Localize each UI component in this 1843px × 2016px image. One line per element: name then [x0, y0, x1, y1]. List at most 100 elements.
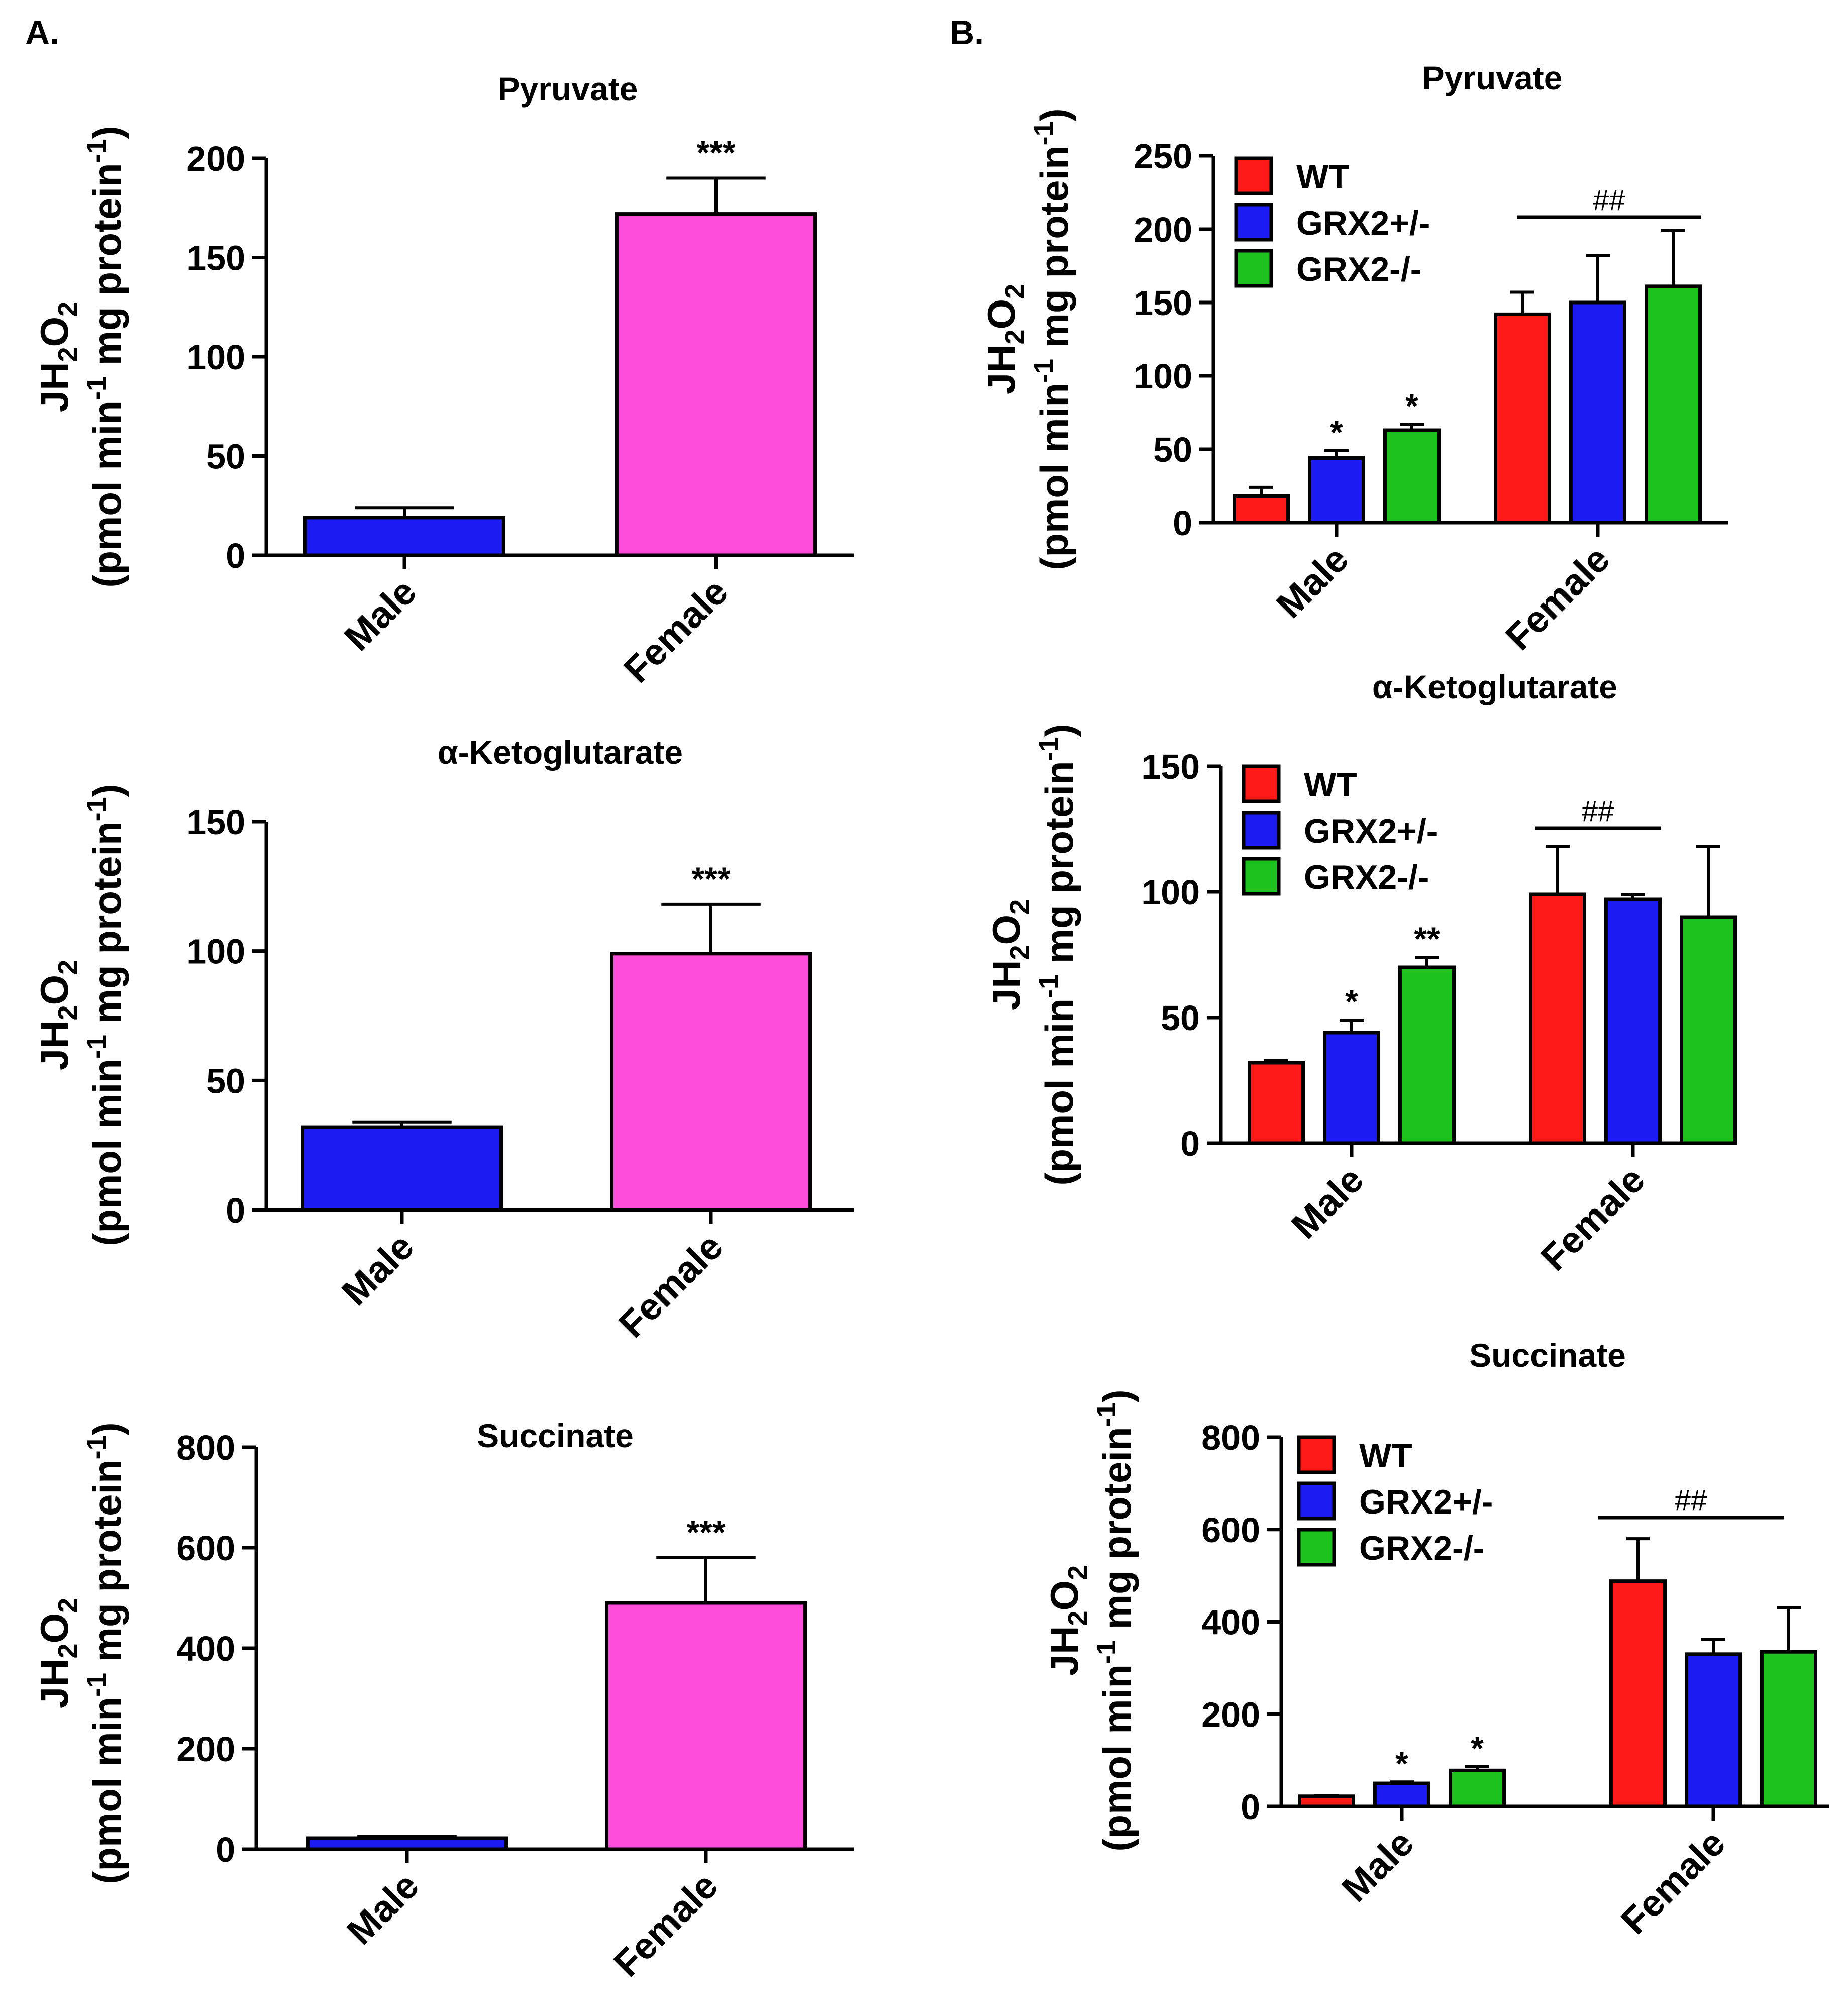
- chart-B-succinate-ylabel-mg: mg protein: [1095, 1427, 1139, 1640]
- panel-label-a: A.: [25, 14, 59, 52]
- chart-A-pyruvate-xlabel-female: Female: [616, 571, 736, 691]
- chart-B-akg-ytick-label-3: 150: [1141, 747, 1200, 786]
- chart-A-akg-sig-0: ***: [691, 860, 730, 897]
- chart-B-succinate-title: Succinate: [1469, 1337, 1626, 1374]
- chart-B-pyruvate-legend-swatch-0: [1234, 156, 1273, 195]
- chart-B-akg-xlabel-female: Female: [1532, 1159, 1653, 1279]
- chart-B-pyruvate-ylabel-line1: JH2O2: [979, 284, 1030, 394]
- chart-A-pyruvate-title: Pyruvate: [498, 70, 638, 108]
- chart-B-pyruvate-bar-female-1: [1569, 300, 1626, 525]
- chart-A-succinate-ytick-label-3: 600: [176, 1529, 235, 1568]
- chart-A-akg-ylabel-o: O: [32, 975, 76, 1005]
- chart-A-akg-xlabel-female: Female: [610, 1226, 731, 1346]
- chart-B-succinate-ytick-label-2: 400: [1201, 1603, 1260, 1642]
- chart-A-akg-ytick-label-1: 50: [206, 1061, 245, 1100]
- chart-A-succinate-ylabel-o: O: [32, 1613, 76, 1644]
- chart-A-akg-xlabel-male: Male: [334, 1226, 422, 1314]
- chart-B-akg-title: α-Ketoglutarate: [1372, 668, 1617, 705]
- chart-B-succinate-legend-label-0: WT: [1359, 1437, 1412, 1475]
- chart-A-pyruvate-ytick-label-2: 100: [186, 338, 245, 377]
- chart-B-akg-bar-male-0: [1248, 1061, 1305, 1145]
- chart-B-pyruvate-ytick-label-0: 0: [1173, 503, 1192, 543]
- chart-A-akg-ylabel-sub1: 2: [53, 1005, 83, 1020]
- chart-B-succinate-ytick-label-4: 800: [1201, 1418, 1260, 1457]
- chart-B-akg-ylabel-close: ): [1037, 724, 1081, 737]
- chart-B-akg-legend-swatch-0: [1242, 764, 1281, 803]
- chart-B-pyruvate-ylabel-sup2: -1: [1029, 121, 1059, 145]
- chart-B-pyruvate-legend-label-1: GRX2+/-: [1296, 204, 1430, 242]
- chart-B-akg-bar-female-2: [1680, 915, 1737, 1145]
- chart-A-akg-ylabel-sup2: -1: [81, 797, 112, 821]
- chart-B-akg-sig-1: **: [1414, 920, 1440, 957]
- chart-A-pyruvate-xlabel-male: Male: [336, 571, 424, 659]
- chart-A-succinate-bar-male: [306, 1836, 508, 1851]
- chart-B-succinate-sig-1: *: [1471, 1730, 1484, 1767]
- chart-B-succinate-bar-female-0: [1609, 1579, 1667, 1808]
- chart-A-akg-ylabel-sup1: -1: [81, 1035, 112, 1059]
- chart-B-succinate-ylabel-pmol: (pmol min: [1095, 1664, 1139, 1852]
- chart-B-succinate-bar-female-2: [1760, 1650, 1817, 1808]
- chart-B-pyruvate-legend-label-0: WT: [1296, 158, 1350, 196]
- chart-A-akg-ytick-label-3: 150: [186, 802, 245, 842]
- chart-B-pyruvate-sig-1: *: [1405, 387, 1418, 424]
- chart-B-akg-ytick-label-0: 0: [1180, 1124, 1200, 1163]
- chart-A-pyruvate-ytick-label-4: 200: [186, 139, 245, 178]
- chart-B-succinate-legend-swatch-0: [1297, 1435, 1336, 1474]
- chart-B-pyruvate-bar-male-2: [1383, 428, 1441, 525]
- chart-B-pyruvate-xlabel-female: Female: [1497, 538, 1617, 658]
- chart-B-akg-ytick-label-1: 50: [1161, 998, 1200, 1038]
- chart-B-akg-ylabel-sup2: -1: [1034, 737, 1064, 761]
- chart-B-succinate-ylabel-sub2: 2: [1063, 1565, 1093, 1580]
- chart-B-akg-bar-female-1: [1604, 897, 1662, 1145]
- chart-B-pyruvate-ytick-label-2: 100: [1134, 357, 1192, 396]
- chart-A-succinate-ylabel-pmol: (pmol min: [85, 1697, 129, 1884]
- chart-A-akg-bar-male: [301, 1125, 503, 1212]
- chart-A-pyruvate-ylabel-sub1: 2: [53, 347, 83, 362]
- chart-B-akg-ylabel-jh: JH: [984, 960, 1029, 1011]
- chart-A-pyruvate-ylabel-jh: JH: [32, 362, 76, 413]
- chart-A-akg-ylabel-pmol: (pmol min: [85, 1059, 129, 1246]
- chart-B-akg-sig-0: *: [1345, 983, 1358, 1020]
- chart-A-succinate-ylabel-line1: JH2O2: [32, 1598, 83, 1708]
- chart-B-pyruvate-ylabel-mg: mg protein: [1032, 145, 1076, 359]
- chart-A-pyruvate-ylabel-sub2: 2: [53, 301, 83, 317]
- chart-B-succinate-bracket-label: ##: [1675, 1484, 1707, 1517]
- chart-B-pyruvate-ylabel-line2: (pmol min-1 mg protein-1): [1029, 108, 1076, 570]
- chart-B-pyruvate-bar-male-1: [1308, 456, 1365, 525]
- chart-A-succinate-ytick-label-4: 800: [176, 1428, 235, 1467]
- chart-A-akg-ylabel-jh: JH: [32, 1021, 76, 1071]
- chart-B-pyruvate-ylabel-jh: JH: [979, 345, 1023, 395]
- chart-B-akg-bar-male-2: [1398, 965, 1456, 1145]
- chart-A-akg-ytick-label-2: 100: [186, 932, 245, 971]
- chart-B-pyruvate-ytick-label-4: 200: [1134, 210, 1192, 249]
- chart-A-pyruvate-ytick-label-0: 0: [226, 536, 245, 575]
- chart-A-akg-bar-female: [610, 952, 812, 1212]
- chart-B-pyruvate-ytick-label-1: 50: [1153, 430, 1192, 469]
- chart-A-succinate-ylabel-jh: JH: [32, 1659, 76, 1709]
- chart-A-pyruvate-ylabel-sup1: -1: [81, 376, 112, 400]
- chart-B-succinate-ylabel-sub1: 2: [1063, 1610, 1093, 1626]
- chart-B-pyruvate-ylabel-sup1: -1: [1029, 359, 1059, 383]
- chart-A-pyruvate-sig-0: ***: [696, 134, 735, 171]
- chart-B-succinate-ylabel-close: ): [1095, 1389, 1139, 1402]
- chart-A-akg-ytick-label-0: 0: [226, 1191, 245, 1230]
- chart-B-succinate-ytick-label-3: 600: [1201, 1510, 1260, 1550]
- chart-A-akg-ylabel-line2: (pmol min-1 mg protein-1): [81, 784, 129, 1246]
- chart-B-akg-legend-swatch-1: [1242, 811, 1281, 850]
- chart-A-akg-ylabel-close: ): [85, 784, 129, 797]
- chart-B-pyruvate-ylabel-close: ): [1032, 108, 1076, 121]
- chart-B-pyruvate-ytick-label-3: 150: [1134, 283, 1192, 323]
- chart-B-akg-legend-label-0: WT: [1304, 766, 1357, 804]
- chart-B-pyruvate-xlabel-male: Male: [1268, 538, 1356, 626]
- chart-A-pyruvate-ytick-label-3: 150: [186, 239, 245, 278]
- chart-B-akg-legend-swatch-2: [1242, 857, 1281, 896]
- chart-A-succinate-ylabel-close: ): [85, 1422, 129, 1435]
- chart-A-pyruvate-ylabel-pmol: (pmol min: [85, 400, 129, 588]
- chart-B-akg-legend-label-1: GRX2+/-: [1304, 812, 1438, 850]
- chart-B-akg-bar-female-0: [1529, 892, 1586, 1145]
- chart-B-succinate-bar-male-2: [1449, 1768, 1506, 1808]
- chart-A-pyruvate-bar-male: [303, 516, 505, 557]
- chart-B-succinate-xlabel-male: Male: [1334, 1822, 1421, 1910]
- chart-B-pyruvate-bar-male-0: [1233, 494, 1290, 525]
